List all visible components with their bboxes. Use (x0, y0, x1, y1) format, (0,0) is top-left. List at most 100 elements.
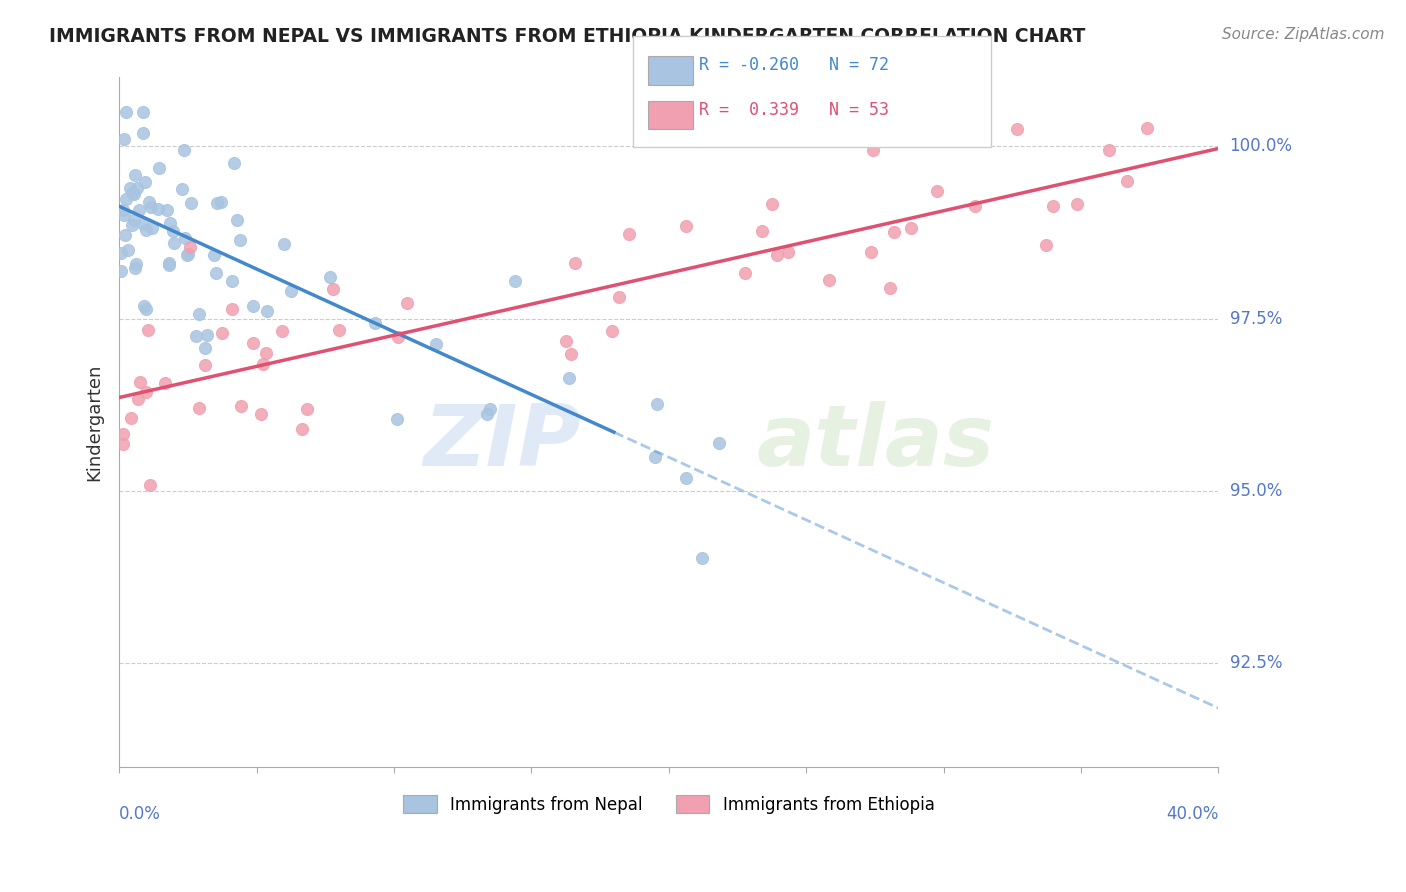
Point (207, 196, 229, 211)
Point (128, 202, 150, 217)
Point (195, 328, 218, 343)
Point (322, 282, 344, 296)
Text: 92.5%: 92.5% (1230, 654, 1282, 673)
Point (364, 316, 387, 330)
Point (560, 347, 582, 361)
Point (617, 227, 640, 241)
Text: 95.0%: 95.0% (1230, 482, 1282, 500)
Point (194, 358, 217, 372)
Point (558, 370, 581, 384)
Point (751, 224, 773, 238)
Point (225, 212, 247, 227)
Point (118, 181, 141, 195)
Point (173, 143, 195, 157)
Point (242, 300, 264, 314)
Text: ZIP: ZIP (423, 401, 581, 484)
Point (256, 304, 278, 318)
Point (135, 301, 157, 316)
Point (900, 220, 922, 235)
Point (122, 186, 145, 201)
Point (778, 244, 800, 259)
Point (110, 245, 132, 260)
Legend: Immigrants from Nepal, Immigrants from Ethiopia: Immigrants from Nepal, Immigrants from E… (396, 789, 941, 821)
Point (818, 273, 841, 287)
Point (600, 324, 623, 338)
Point (156, 202, 179, 217)
Point (132, 217, 155, 231)
Point (607, 290, 630, 304)
Point (129, 375, 152, 389)
Point (157, 255, 180, 269)
Point (395, 296, 418, 310)
Point (1136, 120, 1159, 135)
Point (139, 477, 162, 491)
Point (1116, 174, 1139, 188)
Point (761, 197, 783, 211)
Point (141, 221, 163, 235)
Text: IMMIGRANTS FROM NEPAL VS IMMIGRANTS FROM ETHIOPIA KINDERGARTEN CORRELATION CHART: IMMIGRANTS FROM NEPAL VS IMMIGRANTS FROM… (49, 27, 1085, 45)
Point (224, 156, 246, 170)
Point (280, 284, 302, 298)
Point (766, 248, 789, 262)
Point (148, 202, 170, 217)
Point (186, 329, 208, 343)
Point (187, 401, 209, 416)
Point (252, 357, 274, 371)
Point (479, 401, 502, 416)
Point (644, 450, 666, 464)
Point (114, 192, 136, 206)
Point (177, 246, 200, 260)
Point (1042, 199, 1064, 213)
Point (125, 257, 148, 271)
Point (295, 401, 318, 416)
Point (176, 248, 198, 262)
Point (148, 161, 170, 176)
Point (136, 323, 159, 337)
Point (127, 392, 149, 406)
Point (291, 422, 314, 436)
Text: 100.0%: 100.0% (1230, 137, 1292, 155)
Point (117, 243, 139, 257)
Point (153, 376, 176, 391)
Point (141, 200, 163, 214)
Point (271, 324, 294, 338)
Y-axis label: Kindergarten: Kindergarten (86, 363, 103, 481)
Point (134, 175, 156, 189)
Point (194, 341, 217, 355)
Point (112, 208, 135, 222)
Point (125, 181, 148, 195)
Point (387, 330, 409, 344)
Point (120, 411, 142, 425)
Point (180, 196, 202, 211)
Point (221, 274, 243, 288)
Point (675, 471, 697, 485)
Point (211, 326, 233, 340)
Point (174, 230, 197, 244)
Point (564, 256, 586, 270)
Point (692, 550, 714, 565)
Text: 97.5%: 97.5% (1230, 310, 1282, 327)
Point (675, 219, 697, 234)
Point (157, 258, 180, 272)
Point (111, 427, 134, 442)
Point (111, 436, 134, 450)
Text: 40.0%: 40.0% (1166, 805, 1219, 823)
Point (121, 186, 143, 200)
Point (112, 132, 135, 146)
Point (132, 104, 155, 119)
Point (1035, 237, 1057, 252)
Point (124, 168, 146, 182)
Point (273, 237, 295, 252)
Point (179, 240, 201, 254)
Point (249, 407, 271, 421)
Point (209, 194, 232, 209)
Point (879, 281, 901, 295)
Point (124, 261, 146, 276)
Point (135, 223, 157, 237)
Point (204, 266, 226, 280)
Point (963, 199, 986, 213)
Point (734, 267, 756, 281)
Point (387, 412, 409, 426)
Text: 0.0%: 0.0% (120, 805, 162, 823)
Point (121, 218, 143, 232)
